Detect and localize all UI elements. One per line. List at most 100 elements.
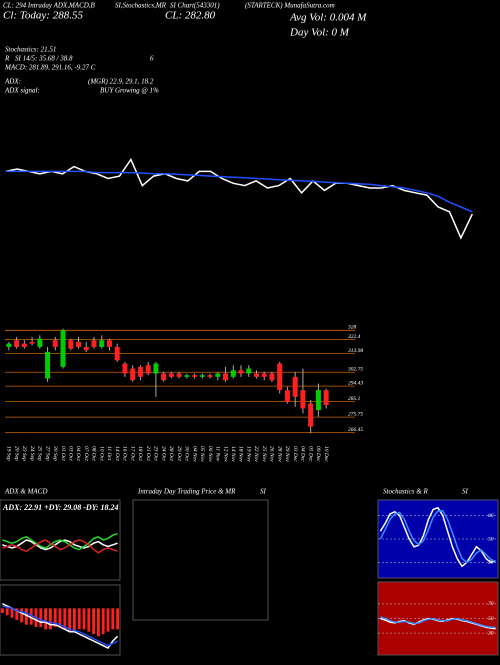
x-tick-label: 24 Sep — [29, 446, 36, 461]
y-tick-label: 80 — [488, 513, 494, 519]
info: (MGR) 22.9, 29.1, 18.2 — [88, 78, 154, 86]
bar — [87, 608, 91, 632]
candle-body — [261, 373, 267, 377]
x-tick-label: 27 Sep — [44, 446, 50, 461]
x-tick-label: 05 Dec — [307, 446, 313, 462]
candle-body — [161, 373, 167, 381]
candle-body — [130, 368, 136, 381]
y-tick-label: 30 — [487, 630, 494, 636]
bar — [53, 608, 57, 627]
header: Cl: Today: 288.55 — [3, 10, 83, 22]
candle-body — [223, 373, 229, 381]
bar — [96, 608, 100, 637]
y-tick-label: 266.45 — [348, 426, 363, 433]
bar — [77, 608, 81, 630]
header: SI,Stochastics,MR — [115, 2, 167, 10]
candle-body — [215, 373, 221, 377]
candle-body — [52, 340, 58, 347]
x-tick-label: 04 Dec — [300, 446, 307, 462]
y-tick-label: 50 — [488, 616, 494, 622]
panel-title: SI — [260, 488, 267, 496]
candle-body — [45, 351, 51, 379]
panel-title: ADX & MACD — [4, 488, 47, 496]
y-tick-label: 275.75 — [348, 411, 363, 417]
bar — [111, 608, 115, 630]
x-tick-label: 09 Dec — [315, 446, 321, 462]
candle-body — [153, 363, 159, 374]
bar — [101, 608, 105, 634]
candle-body — [60, 330, 66, 367]
y-tick-label: 322.4 — [347, 333, 361, 340]
info: ADX: — [4, 78, 21, 86]
bar — [72, 608, 76, 632]
bar — [39, 608, 43, 627]
x-tick-label: 18 Nov — [238, 446, 244, 462]
line-series — [2, 603, 119, 649]
x-tick-label: 07 Oct — [83, 446, 89, 461]
info: Stochastics: 21.51 — [5, 46, 56, 54]
x-tick-label: 05 Nov — [199, 446, 205, 462]
x-tick-label: 11 Nov — [215, 446, 221, 462]
x-tick-label: 08 Oct — [91, 446, 97, 461]
x-tick-label: 24 Oct — [160, 446, 167, 461]
x-tick-label: 04 Nov — [191, 446, 198, 462]
x-tick-label: 12 Nov — [222, 446, 228, 462]
line-series — [2, 539, 118, 554]
line-series — [2, 532, 118, 551]
bar — [48, 608, 52, 630]
line-series — [379, 510, 496, 564]
candle-body — [246, 368, 252, 374]
candle-body — [99, 340, 105, 347]
header: CL: 294 Intraday ADX,MACD,B — [3, 2, 96, 10]
candle-body — [176, 373, 182, 377]
x-tick-label: 26 Nov — [269, 446, 275, 462]
candle-body — [76, 341, 82, 347]
x-tick-label: 11 Oct — [106, 446, 112, 461]
candle-body — [253, 373, 259, 377]
info: MACD: 281.89, 291.16, -9.27 C — [4, 64, 96, 72]
panel-title: SI — [462, 488, 469, 496]
x-tick-label: 19 Sep — [6, 446, 12, 461]
candle-body — [122, 363, 128, 374]
panel-title: Stochastics & R — [383, 488, 428, 496]
candle-body — [323, 390, 329, 406]
y-tick-label: 302.75 — [347, 367, 363, 373]
x-tick-label: 04 Oct — [75, 446, 82, 461]
y-tick-label: 285.1 — [348, 396, 361, 402]
panel-label: ADX: 22.91 +DY: 29.08 -DY: 18.24 — [2, 503, 119, 512]
header: (STARTECK) MunafaSutra.com — [245, 2, 335, 10]
line-series — [5, 170, 473, 213]
bar — [68, 608, 72, 632]
info: 6 — [150, 55, 154, 63]
x-tick-label: 18 Oct — [137, 446, 143, 461]
bar — [20, 608, 24, 623]
candle-body — [14, 340, 20, 347]
candle-body — [168, 373, 174, 377]
candle-body — [184, 375, 190, 377]
bar — [10, 608, 14, 618]
candle-body — [145, 365, 151, 374]
header: Day Vol: 0 M — [289, 27, 350, 39]
x-tick-label: 17 Oct — [129, 446, 135, 461]
candle-body — [230, 370, 236, 377]
x-tick-label: 25 Sep — [37, 446, 43, 461]
x-tick-label: 21 Oct — [145, 446, 151, 461]
candle-body — [292, 376, 298, 397]
candle-body — [207, 375, 213, 377]
x-tick-label: 28 Nov — [276, 446, 282, 462]
info: ADX signal: — [4, 87, 40, 95]
y-tick-label: 70 — [488, 601, 494, 607]
candle-body — [29, 341, 35, 344]
bar — [63, 608, 67, 630]
bar — [24, 608, 28, 625]
y-tick-label: 328 — [347, 325, 357, 331]
candle-body — [6, 343, 12, 347]
y-tick-label: 50 — [488, 536, 494, 542]
x-tick-label: 06 Nov — [207, 446, 213, 462]
candle-body — [315, 390, 321, 411]
info: BUY Growing @ 1% — [100, 87, 159, 95]
bar — [82, 608, 86, 630]
x-tick-label: 28 Oct — [168, 446, 174, 461]
x-tick-label: 19 Nov — [245, 446, 251, 462]
